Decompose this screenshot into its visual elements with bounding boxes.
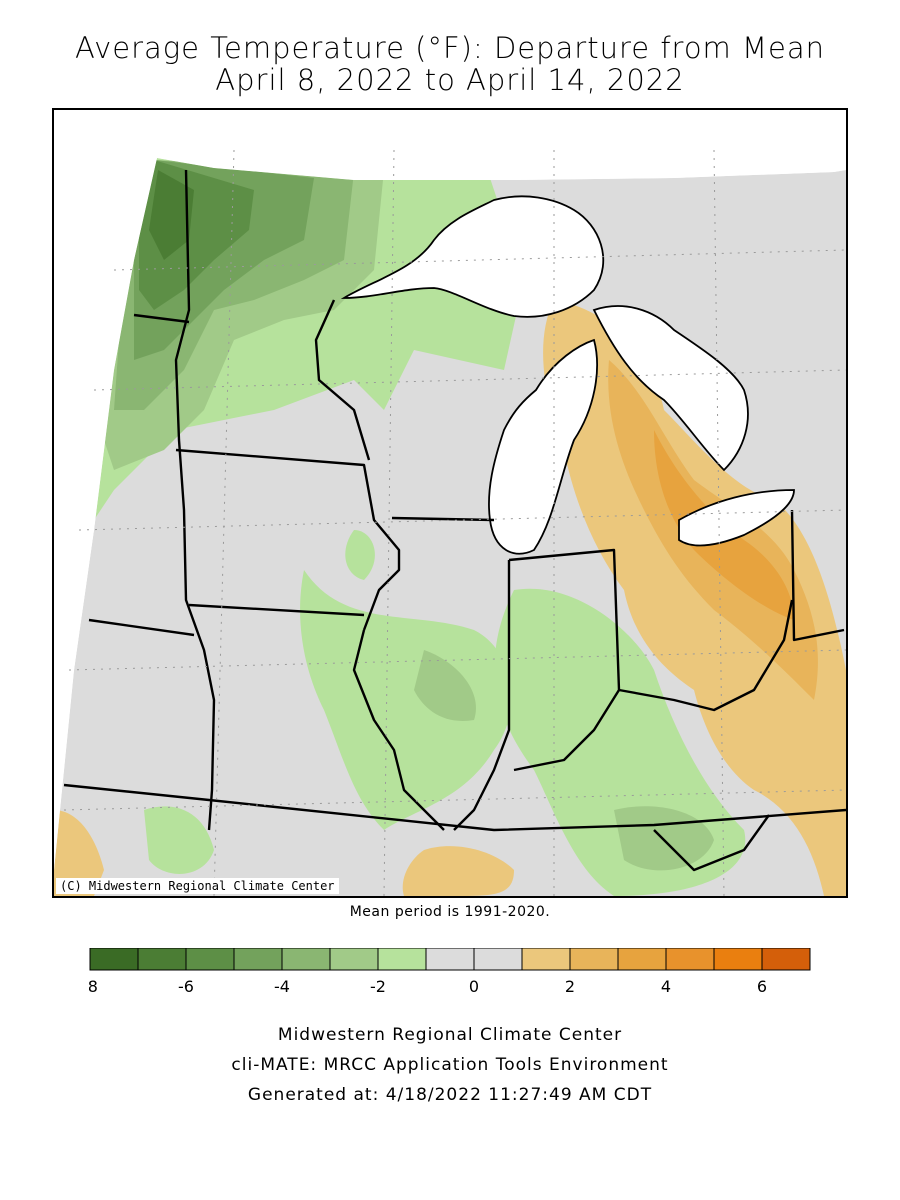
- border-nd-sd: [133, 313, 190, 324]
- legend-tick-label: 2: [565, 977, 575, 996]
- legend-swatch: [281, 947, 331, 971]
- copyright-notice: (C) Midwestern Regional Climate Center: [56, 878, 339, 894]
- region-tan: [543, 300, 846, 896]
- lake-superior: [340, 195, 605, 318]
- legend-tick-label: -4: [274, 977, 290, 996]
- border-mn-ia: [175, 448, 401, 631]
- map-subtitle-date-range: April 8, 2022 to April 14, 2022: [215, 63, 685, 97]
- border-ia-mo: [188, 603, 365, 617]
- lake-erie: [678, 489, 795, 547]
- legend-swatch: [521, 947, 571, 971]
- legend-swatch: [425, 947, 475, 971]
- legend-swatch: [713, 947, 763, 971]
- border-oh-pa: [790, 509, 845, 642]
- border-il-mo: [352, 629, 445, 831]
- border-ks-ne: [88, 618, 195, 637]
- legend-tick-label: -8: [89, 977, 98, 996]
- legend-swatch: [233, 947, 283, 971]
- legend-swatch: [617, 947, 667, 971]
- border-wi-il: [391, 516, 495, 522]
- great-lakes: [340, 195, 795, 555]
- map-title: Average Temperature (°F): Departure from…: [74, 31, 826, 65]
- map-canvas: [54, 110, 846, 896]
- color-legend: -8 -6 -4 -2 0 2 4 6: [82, 947, 829, 1008]
- legend-swatch: [761, 947, 811, 971]
- region-light-green-west: [144, 806, 214, 874]
- legend-swatch: [665, 947, 715, 971]
- border-oh-ky: [618, 599, 794, 712]
- region-tan-south: [402, 846, 514, 896]
- region-light-green-central: [300, 570, 512, 830]
- region-green-6: [149, 170, 194, 260]
- border-south: [63, 783, 846, 832]
- border-ky-tn: [653, 814, 770, 872]
- footer-tool-name: cli-MATE: MRCC Application Tools Environ…: [231, 1055, 669, 1075]
- lake-michigan: [488, 338, 598, 555]
- legend-tick-label: 4: [661, 977, 671, 996]
- canada-area: [54, 110, 846, 870]
- legend-tick-label: -2: [370, 977, 386, 996]
- region-green-2-patch: [414, 650, 476, 721]
- temperature-departure-map: (C) Midwestern Regional Climate Center: [52, 108, 848, 898]
- region-light-green-patch: [345, 530, 375, 580]
- footer-generated-time: Generated at: 4/18/2022 11:27:49 AM CDT: [247, 1085, 653, 1105]
- border-mn-dakotas: [174, 169, 216, 831]
- legend-swatch: [329, 947, 379, 971]
- legend-swatch: [377, 947, 427, 971]
- legend-swatch: [185, 947, 235, 971]
- legend-tick-label: -6: [178, 977, 194, 996]
- legend-swatch: [473, 947, 523, 971]
- footer-organization: Midwestern Regional Climate Center: [277, 1025, 623, 1045]
- lake-huron: [592, 305, 749, 472]
- mean-period-note: Mean period is 1991-2020.: [349, 904, 551, 920]
- footer: Midwestern Regional Climate Center cli-M…: [0, 1020, 900, 1110]
- legend-scale: -8 -6 -4 -2 0 2 4 6: [82, 947, 811, 996]
- border-il-in: [453, 560, 511, 831]
- border-in-oh: [508, 548, 621, 772]
- legend-tick-label: 0: [469, 977, 479, 996]
- state-borders: [63, 169, 846, 872]
- lat-lon-grid: [63, 149, 846, 896]
- legend-swatch: [89, 947, 139, 971]
- legend-swatch: [137, 947, 187, 971]
- legend-swatch: [569, 947, 619, 971]
- legend-tick-label: 6: [757, 977, 767, 996]
- region-tan-southwest: [54, 810, 104, 896]
- border-mn-wi: [314, 299, 371, 461]
